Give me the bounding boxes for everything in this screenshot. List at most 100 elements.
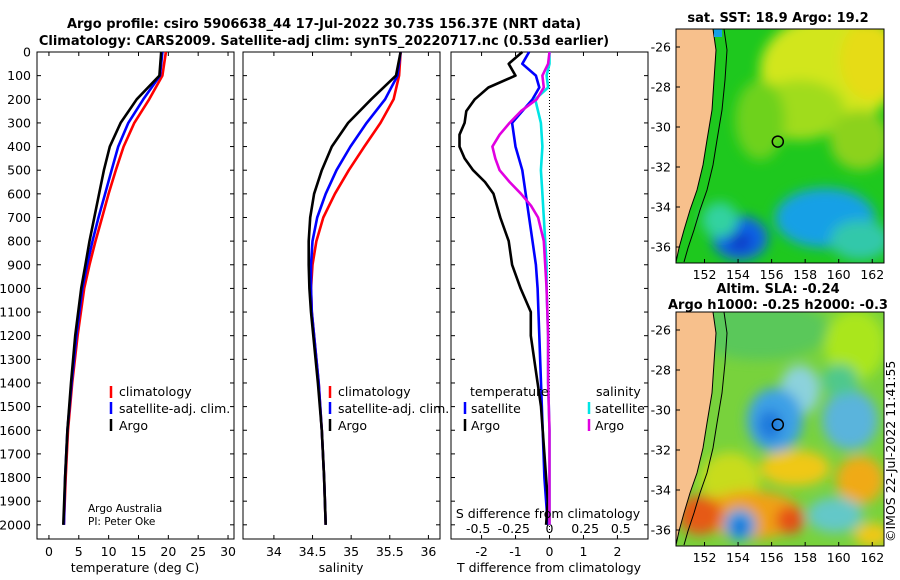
temperature-axis-ticks: 0 5 10 15 20 25 30 (37, 51, 236, 559)
credits-line2: PI: Peter Oke (88, 516, 155, 528)
x-tick-label: 1 (579, 544, 587, 559)
x-tick-label: 0 (546, 544, 554, 559)
x-tick-label: -1 (509, 544, 521, 559)
depth-tick-label: 1900 (0, 494, 31, 509)
x-tick-label: 34.5 (299, 544, 327, 559)
depth-tick-label: 1500 (0, 399, 31, 414)
lon-tick-label: 156 (760, 550, 784, 565)
sst-map-land (676, 29, 716, 262)
salinity-series (307, 51, 402, 525)
x-tick-label: 5 (75, 544, 83, 559)
legend-title-salinity: salinity (596, 384, 641, 399)
salinity-axis-ticks: 34 34.5 35 35.5 36 (243, 51, 440, 559)
depth-tick-label: 500 (7, 163, 31, 178)
depth-tick-label: 400 (7, 139, 31, 154)
difference-panel: -2 -1 0 1 2 -0.5 -0.25 0 0.25 0.5 T difference fr… (450, 51, 649, 575)
lon-tick-label: 160 (827, 267, 851, 282)
depth-tick-label: 1700 (0, 446, 31, 461)
x-tick-label: 34 (266, 544, 282, 559)
x-tick-label: 35 (343, 544, 359, 559)
legend-title-temperature: temperature (470, 384, 549, 399)
depth-tick-label: 300 (7, 115, 31, 130)
sst-map-axis-ticks: 152 154 156 158 160 162 -26 -28 -30 -32 -34 -36 (651, 40, 885, 283)
difference-xlabel: T difference from climatology (456, 560, 642, 575)
lat-tick-label: -30 (651, 120, 671, 135)
x-tick-label: 15 (131, 544, 147, 559)
difference-axis-ticks: -2 -1 0 1 2 -0.5 -0.25 0 0.25 0.5 (451, 51, 648, 559)
lon-tick-label: 162 (860, 267, 884, 282)
depth-tick-label: 1300 (0, 352, 31, 367)
lat-tick-label: -28 (651, 363, 671, 378)
legend-label-argo: Argo (119, 418, 148, 433)
depth-tick-label: 1600 (0, 423, 31, 438)
lon-tick-label: 154 (726, 267, 750, 282)
temperature-legend: climatology satellite-adj. clim. Argo (109, 384, 230, 433)
lat-tick-label: -26 (651, 40, 671, 55)
x-tick-label: 35.5 (376, 544, 404, 559)
legend-label-t-argo: Argo (471, 418, 500, 433)
x-tick-label: -2 (475, 544, 487, 559)
salinity-plot-frame (242, 51, 441, 540)
sst-map-frame (675, 28, 885, 264)
lon-tick-label: 156 (760, 267, 784, 282)
x-tick-label: 20 (160, 544, 176, 559)
series-line-t-argo (458, 51, 550, 525)
depth-tick-label: 1100 (0, 305, 31, 320)
lat-tick-label: -36 (651, 523, 671, 538)
legend-label-t-satellite: satellite (471, 401, 521, 416)
depth-tick-label: 900 (7, 257, 31, 272)
x-tick-label: 10 (101, 544, 117, 559)
legend-label-climatology: climatology (338, 384, 411, 399)
sst-map-panel: sat. SST: 18.9 Argo: 19.2 152 154 156 15 (651, 11, 885, 283)
x-tick-label: 36 (420, 544, 436, 559)
series-line-argo (307, 51, 402, 525)
sla-map-axis-ticks: 152 154 156 158 160 162 -26 -28 -30 -32 -34 -36 (651, 323, 885, 566)
series-line-argo (62, 51, 163, 525)
lon-tick-label: 158 (793, 550, 817, 565)
difference-series (458, 51, 551, 525)
lat-tick-label: -32 (651, 443, 671, 458)
salinity-xlabel: salinity (319, 560, 364, 575)
lon-tick-label: 158 (793, 267, 817, 282)
credits-line1: Argo Australia (88, 503, 162, 515)
lon-tick-label: 162 (860, 550, 884, 565)
lat-tick-label: -34 (651, 200, 671, 215)
depth-tick-label: 600 (7, 186, 31, 201)
depth-tick-label: 1400 (0, 375, 31, 390)
lon-tick-label: 152 (693, 550, 717, 565)
depth-axis-labels: 0 100 200 300 400 500 600 700 800 900 1000 1100 1200… (0, 45, 31, 533)
lon-tick-label: 154 (726, 550, 750, 565)
top-x-tick-label: -0.5 (466, 521, 490, 536)
depth-tick-label: 2000 (0, 517, 31, 532)
lat-tick-label: -26 (651, 323, 671, 338)
x-tick-label: 30 (220, 544, 236, 559)
salinity-panel: 34 34.5 35 35.5 36 salinity climatology sate… (242, 51, 449, 575)
temperature-plot-frame (36, 51, 235, 540)
legend-label-argo: Argo (338, 418, 367, 433)
depth-tick-label: 1200 (0, 328, 31, 343)
salinity-legend: climatology satellite-adj. clim. Argo (328, 384, 449, 433)
series-line-s-argo (491, 51, 551, 525)
top-x-tick-label: 0.5 (611, 521, 631, 536)
sla-map-panel: Altim. SLA: -0.24 Argo h1000: -0.25 h200… (651, 282, 888, 566)
depth-tick-label: 200 (7, 92, 31, 107)
lat-tick-label: -30 (651, 403, 671, 418)
sst-map-image (676, 29, 884, 263)
sst-map-title: sat. SST: 18.9 Argo: 19.2 (687, 11, 868, 26)
figure-title-line2: Climatology: CARS2009. Satellite-adj cli… (39, 34, 609, 49)
legend-label-s-satellite: satellite (595, 401, 645, 416)
depth-tick-label: 100 (7, 68, 31, 83)
sla-argo-position-marker (771, 418, 785, 431)
depth-tick-label: 1800 (0, 470, 31, 485)
difference-xlabel-top: S difference from climatology (456, 506, 641, 521)
temperature-series (62, 51, 168, 525)
x-tick-label: 2 (613, 544, 621, 559)
legend-label-satellite-adj: satellite-adj. clim. (338, 401, 449, 416)
legend-label-satellite-adj: satellite-adj. clim. (119, 401, 230, 416)
sla-map-title-line2: Argo h1000: -0.25 h2000: -0.3 (668, 298, 888, 313)
timestamp-watermark: ©IMOS 22-Jul-2022 11:41:55 (883, 361, 898, 542)
depth-tick-label: 700 (7, 210, 31, 225)
temperature-panel: 0 5 10 15 20 25 30 temperature (deg C) climato… (36, 51, 236, 575)
legend-label-s-argo: Argo (595, 418, 624, 433)
